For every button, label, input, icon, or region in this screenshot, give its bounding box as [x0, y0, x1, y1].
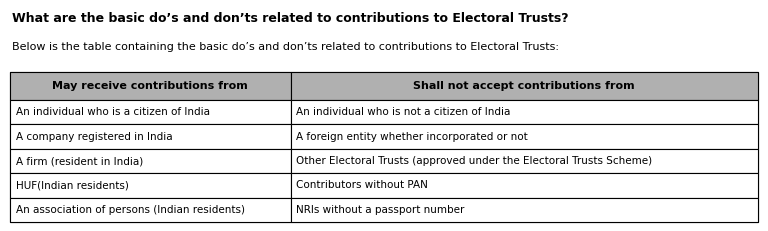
Text: Contributors without PAN: Contributors without PAN — [296, 180, 429, 190]
Text: An individual who is not a citizen of India: An individual who is not a citizen of In… — [296, 107, 511, 117]
Bar — [10, 149, 290, 173]
Text: A foreign entity whether incorporated or not: A foreign entity whether incorporated or… — [296, 132, 528, 142]
Text: A company registered in India: A company registered in India — [16, 132, 173, 142]
Bar — [10, 72, 758, 222]
Text: NRIs without a passport number: NRIs without a passport number — [296, 205, 465, 215]
Text: May receive contributions from: May receive contributions from — [52, 81, 248, 91]
Text: Other Electoral Trusts (approved under the Electoral Trusts Scheme): Other Electoral Trusts (approved under t… — [296, 156, 653, 166]
Bar — [290, 198, 758, 222]
Bar — [290, 149, 758, 173]
Bar — [10, 72, 290, 100]
Text: What are the basic do’s and don’ts related to contributions to Electoral Trusts?: What are the basic do’s and don’ts relat… — [12, 12, 568, 25]
Text: An association of persons (Indian residents): An association of persons (Indian reside… — [16, 205, 245, 215]
Bar — [10, 173, 290, 198]
Text: Below is the table containing the basic do’s and don’ts related to contributions: Below is the table containing the basic … — [12, 42, 559, 52]
Bar — [290, 72, 758, 100]
Text: An individual who is a citizen of India: An individual who is a citizen of India — [16, 107, 210, 117]
Text: A firm (resident in India): A firm (resident in India) — [16, 156, 144, 166]
Bar — [290, 125, 758, 149]
Bar — [10, 198, 290, 222]
Bar — [290, 100, 758, 125]
Text: Shall not accept contributions from: Shall not accept contributions from — [413, 81, 635, 91]
Bar — [290, 173, 758, 198]
Text: HUF(Indian residents): HUF(Indian residents) — [16, 180, 129, 190]
Bar — [10, 125, 290, 149]
Bar — [10, 100, 290, 125]
